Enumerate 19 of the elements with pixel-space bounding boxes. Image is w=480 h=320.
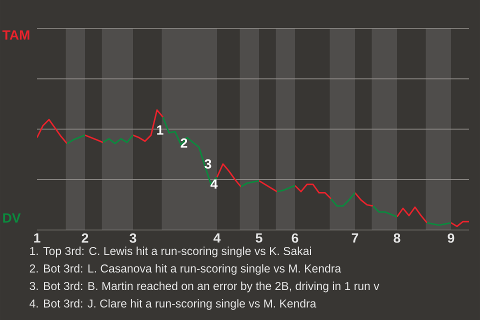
x-tick-label: 1 xyxy=(34,233,40,243)
text: 3. Bot 3rd: B. Martin reached on an error by the 2B, driving in 1 run v xyxy=(30,282,380,292)
x-tick-label: 7 xyxy=(352,233,358,243)
text: DV xyxy=(3,213,21,223)
x-tick-label: 9 xyxy=(448,233,454,243)
x-tick-label: 6 xyxy=(292,233,298,243)
annotation: 4 xyxy=(210,179,218,189)
x-tick-label: 2 xyxy=(82,233,88,243)
text: 1. Top 3rd: C. Lewis hit a run-scoring single vs K. Sakai xyxy=(30,246,311,258)
text: 4. Bot 3rd: J. Clare hit a run-scoring single vs M. Kendra xyxy=(30,299,316,310)
annotation: 1 xyxy=(157,125,164,135)
x-tick-label: 3 xyxy=(130,233,136,243)
x-tick-label: 5 xyxy=(256,233,262,243)
annotation: 3 xyxy=(204,159,212,169)
x-tick-label: 8 xyxy=(394,233,400,243)
annotation: 2 xyxy=(180,138,188,148)
x-tick-label: 4 xyxy=(214,233,221,243)
text: TAM xyxy=(2,30,30,40)
text: 2. Bot 3rd: L. Casanova hit a run-scoring single vs M. Kendra xyxy=(30,264,342,275)
